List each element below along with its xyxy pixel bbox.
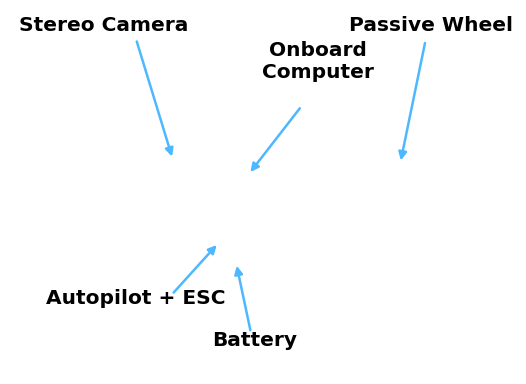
Text: Onboard
Computer: Onboard Computer [262,41,374,83]
Text: Passive Wheel: Passive Wheel [349,16,513,35]
Text: Autopilot + ESC: Autopilot + ESC [46,289,226,308]
Text: Stereo Camera: Stereo Camera [19,16,188,35]
Text: Battery: Battery [213,331,298,350]
